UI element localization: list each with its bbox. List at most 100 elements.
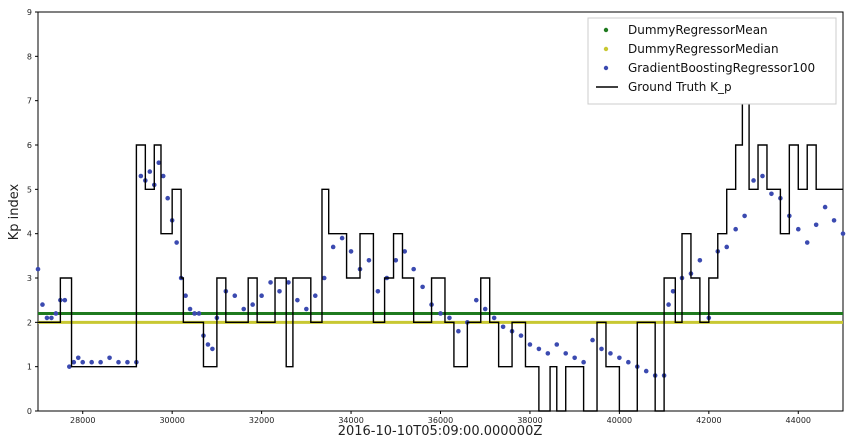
data-point <box>35 266 41 272</box>
y-axis: 0 1 2 3 4 5 6 7 8 9 <box>27 8 38 416</box>
data-point <box>590 337 595 343</box>
y-tick-label: 5 <box>27 185 32 194</box>
data-point <box>643 368 649 374</box>
data-point <box>156 160 162 166</box>
data-point <box>259 293 264 299</box>
data-point <box>268 280 273 285</box>
data-point <box>572 355 577 361</box>
data-point <box>67 364 72 369</box>
data-point <box>751 178 756 183</box>
data-point <box>196 311 202 316</box>
y-axis-label: Kp index <box>7 183 22 240</box>
data-point <box>482 306 488 312</box>
data-point <box>174 240 179 245</box>
y-tick-label: 3 <box>27 274 32 283</box>
y-tick-label: 2 <box>27 318 32 327</box>
data-point <box>608 351 613 356</box>
data-point <box>375 289 381 294</box>
data-point <box>187 306 193 312</box>
legend-box <box>587 17 837 105</box>
x-tick-label: 40000 <box>607 416 632 425</box>
data-point <box>822 204 828 210</box>
data-point <box>205 342 211 347</box>
data-point <box>724 244 730 250</box>
data-point <box>456 328 461 334</box>
data-point <box>160 173 166 179</box>
data-point <box>75 355 81 361</box>
data-point <box>795 226 801 232</box>
data-point <box>554 342 560 347</box>
data-point <box>411 266 416 272</box>
data-point <box>491 315 497 321</box>
data-point <box>813 222 819 228</box>
x-axis: 28000 30000 32000 34000 36000 38000 40000 42000… <box>70 411 811 425</box>
data-point <box>286 280 291 285</box>
legend-label-ground-truth: Ground Truth K_p <box>628 80 732 94</box>
legend-marker-gbr <box>603 65 609 71</box>
data-point <box>438 311 443 316</box>
data-point <box>116 359 121 365</box>
data-point <box>321 275 327 281</box>
y-tick-label: 7 <box>27 97 32 106</box>
x-axis-label: 2016-10-10T05:09:00.000000Z <box>338 424 543 439</box>
data-point <box>402 249 408 254</box>
x-tick-label: 30000 <box>159 416 184 425</box>
legend-label-median: DummyRegressorMedian <box>628 42 779 56</box>
data-point <box>563 351 569 356</box>
legend: DummyRegressorMean DummyRegressorMedian … <box>587 17 837 105</box>
data-point <box>393 257 399 263</box>
x-tick-label: 36000 <box>428 416 453 425</box>
data-point <box>769 191 774 197</box>
data-point <box>277 289 282 294</box>
data-point <box>183 293 188 299</box>
data-point <box>147 169 153 174</box>
data-point <box>760 173 765 179</box>
data-point <box>527 342 533 347</box>
data-point <box>165 195 170 201</box>
legend-marker-median <box>603 46 609 52</box>
data-point <box>232 293 238 299</box>
x-tick-label: 32000 <box>249 416 274 425</box>
data-point <box>840 231 846 236</box>
data-point <box>831 218 837 223</box>
data-point <box>49 315 54 321</box>
data-point <box>366 257 372 263</box>
data-point <box>348 249 354 254</box>
data-point <box>107 355 112 361</box>
data-point <box>241 306 247 312</box>
x-tick-label: 38000 <box>517 416 542 425</box>
data-point <box>473 297 479 303</box>
data-point <box>626 359 631 365</box>
data-point <box>420 284 425 290</box>
data-point <box>295 297 300 303</box>
data-point <box>53 311 59 316</box>
data-point <box>581 359 586 365</box>
data-point <box>71 359 77 365</box>
data-point <box>312 293 318 299</box>
data-point <box>40 302 45 307</box>
data-point <box>733 226 738 232</box>
legend-label-mean: DummyRegressorMean <box>628 23 768 37</box>
series-3-step-line <box>38 99 843 412</box>
y-tick-label: 8 <box>27 52 32 61</box>
data-point <box>742 213 747 219</box>
x-tick-label: 28000 <box>70 416 95 425</box>
data-point <box>192 311 197 316</box>
data-point <box>339 235 345 241</box>
data-point <box>89 359 94 365</box>
data-point <box>500 324 506 330</box>
y-tick-label: 9 <box>27 8 32 17</box>
data-point <box>138 173 144 179</box>
data-point <box>330 244 336 250</box>
data-point <box>250 302 255 307</box>
data-point <box>697 257 703 263</box>
series-layer <box>35 99 846 412</box>
x-tick-label: 34000 <box>338 416 363 425</box>
data-point <box>536 346 542 352</box>
y-tick-label: 0 <box>27 407 32 416</box>
data-point <box>518 333 524 338</box>
data-point <box>545 351 551 356</box>
data-point <box>447 315 452 321</box>
data-point <box>804 240 810 245</box>
